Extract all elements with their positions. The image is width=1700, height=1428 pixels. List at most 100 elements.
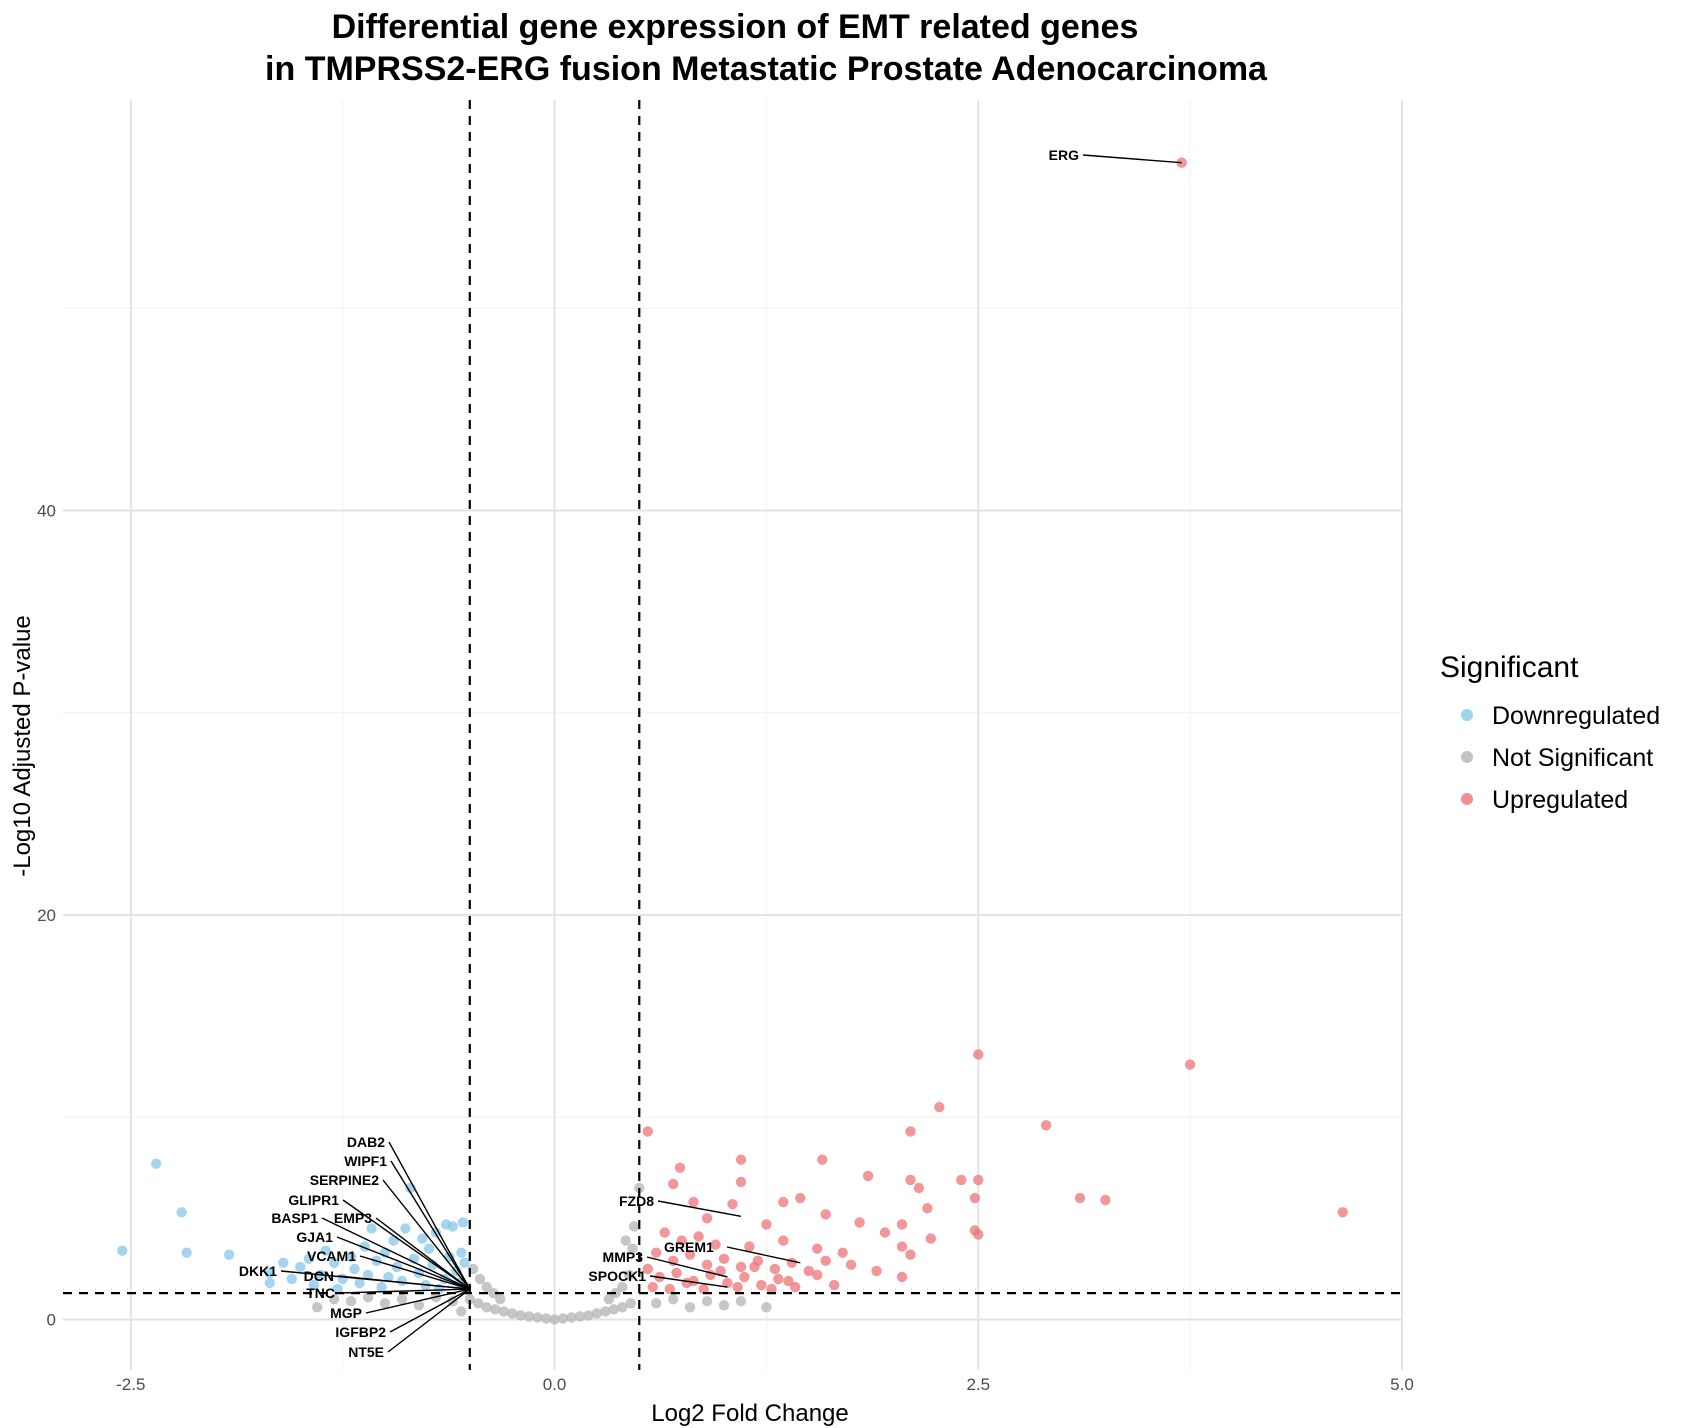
- data-point: [698, 1283, 709, 1295]
- data-point: [879, 1227, 891, 1238]
- data-point: [223, 1249, 235, 1260]
- data-point: [922, 1203, 933, 1214]
- data-point: [905, 1174, 916, 1186]
- data-point: [320, 1245, 331, 1256]
- data-point: [773, 1273, 784, 1285]
- gene-label-erg: ERG: [1049, 147, 1182, 164]
- gene-label-text: BASP1: [271, 1210, 318, 1226]
- data-point: [735, 1261, 747, 1273]
- legend-swatch: [1461, 793, 1473, 805]
- data-point: [366, 1223, 377, 1234]
- data-point: [659, 1227, 670, 1238]
- data-point: [329, 1257, 340, 1269]
- data-point: [495, 1294, 506, 1305]
- data-point: [668, 1294, 679, 1305]
- data-point: [1040, 1120, 1052, 1131]
- data-point: [473, 1298, 484, 1309]
- data-point: [388, 1235, 399, 1246]
- data-point: [651, 1298, 662, 1309]
- data-point: [498, 1306, 509, 1317]
- data-point: [456, 1247, 467, 1258]
- legend-swatch: [1461, 751, 1473, 763]
- data-point: [829, 1279, 840, 1291]
- data-point: [176, 1207, 187, 1218]
- data-point: [1100, 1194, 1111, 1206]
- chart-title: Differential gene expression of EMT rela…: [265, 8, 1268, 88]
- leader-line: [726, 1246, 801, 1264]
- data-point: [396, 1275, 408, 1287]
- data-point: [417, 1233, 428, 1244]
- data-point: [668, 1178, 679, 1190]
- data-point: [629, 1221, 640, 1232]
- data-points: [117, 157, 1348, 1325]
- leader-line: [657, 1200, 742, 1217]
- data-point: [956, 1174, 967, 1186]
- series-upregulated: [642, 157, 1348, 1295]
- data-point: [732, 1281, 743, 1293]
- data-point: [845, 1259, 857, 1271]
- leader-line: [382, 1179, 471, 1290]
- data-point: [540, 1313, 552, 1324]
- data-point: [812, 1269, 823, 1281]
- data-point: [766, 1283, 777, 1295]
- data-point: [642, 1263, 653, 1275]
- data-point: [934, 1101, 945, 1113]
- leader-line: [1082, 154, 1182, 164]
- leader-line: [387, 1288, 471, 1353]
- data-point: [817, 1154, 828, 1165]
- gene-label-igfbp2: IGFBP2: [335, 1288, 471, 1340]
- data-point: [574, 1311, 586, 1322]
- data-point: [718, 1300, 730, 1311]
- data-point: [379, 1298, 391, 1309]
- data-point: [549, 1314, 560, 1325]
- data-point: [625, 1298, 636, 1309]
- leader-line: [388, 1141, 471, 1290]
- gene-label-vcam1: VCAM1: [307, 1248, 470, 1290]
- data-point: [973, 1049, 984, 1060]
- gene-label-text: SPOCK1: [588, 1268, 646, 1284]
- gene-label-text: ERG: [1049, 147, 1079, 163]
- data-point: [1176, 157, 1187, 168]
- x-tick-label: 2.5: [966, 1375, 990, 1394]
- data-point: [345, 1296, 357, 1307]
- legend-label: Upregulated: [1492, 786, 1628, 814]
- data-point: [308, 1279, 320, 1291]
- gene-label-text: DKK1: [239, 1263, 277, 1279]
- gene-label-fzd8: FZD8: [619, 1193, 742, 1217]
- gene-label-text: MMP3: [603, 1249, 644, 1265]
- data-point: [264, 1277, 275, 1289]
- x-axis-ticks: -2.5 0.0 2.5 5.0: [116, 1375, 1414, 1394]
- data-point: [969, 1192, 981, 1204]
- data-point: [617, 1302, 628, 1313]
- leader-line: [389, 1288, 471, 1333]
- data-point: [608, 1304, 620, 1315]
- gene-label-text: IGFBP2: [335, 1324, 386, 1340]
- legend: Significant Downregulated Not Significant…: [1440, 651, 1660, 814]
- data-point: [862, 1170, 874, 1182]
- gene-label-grem1: GREM1: [664, 1239, 801, 1264]
- data-point: [684, 1249, 696, 1260]
- leader-line: [338, 1288, 470, 1294]
- legend-entry-not-significant: Not Significant: [1461, 744, 1653, 772]
- data-point: [913, 1182, 925, 1194]
- data-point: [312, 1302, 323, 1313]
- gene-label-basp1: BASP1: [271, 1210, 471, 1290]
- leader-line: [375, 1217, 471, 1290]
- legend-swatch: [1461, 709, 1473, 721]
- data-point: [329, 1294, 340, 1305]
- gene-label-tnc: TNC: [306, 1285, 470, 1301]
- gene-label-text: WIPF1: [344, 1153, 387, 1169]
- data-point: [181, 1247, 192, 1258]
- gene-label-text: TNC: [306, 1285, 335, 1301]
- data-point: [718, 1253, 730, 1265]
- data-point: [803, 1265, 814, 1277]
- data-point: [761, 1302, 772, 1313]
- leader-line: [365, 1288, 470, 1314]
- data-point: [701, 1259, 713, 1271]
- data-point: [474, 1273, 486, 1285]
- data-point: [674, 1162, 686, 1174]
- data-point: [744, 1241, 755, 1252]
- data-point: [681, 1277, 692, 1289]
- data-point: [701, 1296, 713, 1307]
- data-point: [617, 1281, 628, 1293]
